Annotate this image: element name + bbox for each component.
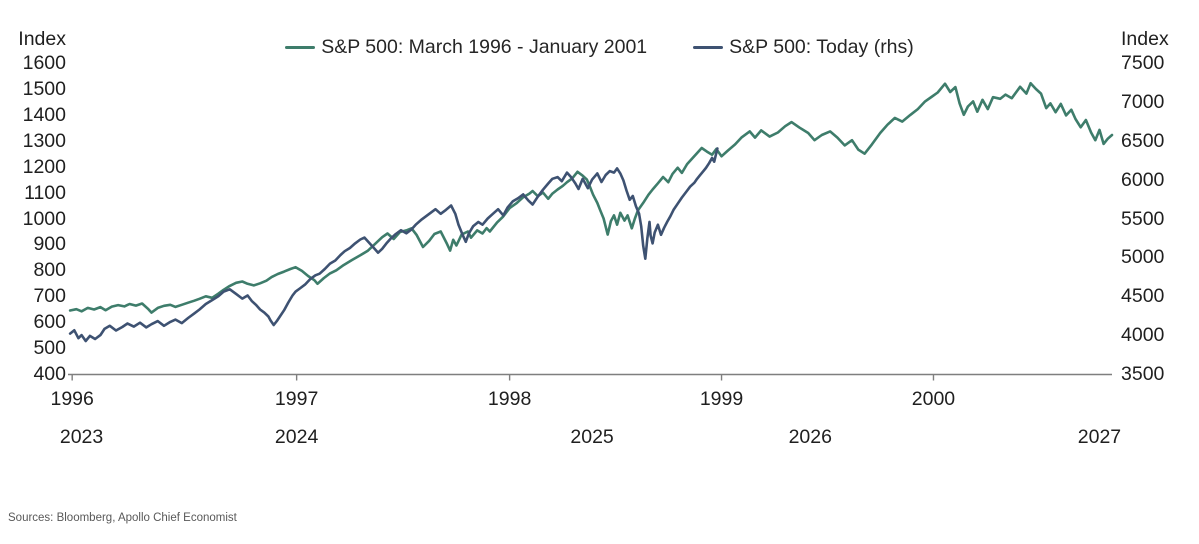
tick-label-1000: 1000 bbox=[22, 207, 66, 230]
legend-item-1996-2001: S&P 500: March 1996 - January 2001 bbox=[285, 36, 647, 59]
tick-label-3500: 3500 bbox=[1121, 363, 1165, 385]
x-label-1999: 1999 bbox=[699, 388, 744, 410]
x-label-2025: 2025 bbox=[570, 426, 614, 448]
tick-label-400: 400 bbox=[33, 363, 66, 385]
tick-label-1400: 1400 bbox=[22, 103, 66, 126]
tick-label-600: 600 bbox=[33, 311, 66, 334]
tick-label-6500: 6500 bbox=[1121, 129, 1165, 152]
x-label-2026: 2026 bbox=[788, 426, 832, 448]
tick-label-7500: 7500 bbox=[1121, 52, 1165, 74]
x-label-2024: 2024 bbox=[274, 426, 319, 448]
series-line-1996-2001 bbox=[68, 81, 1114, 314]
tick-label-4500: 4500 bbox=[1121, 285, 1165, 308]
tick-label-5000: 5000 bbox=[1121, 246, 1165, 269]
left-axis-title: Index bbox=[18, 28, 66, 50]
legend-line-swatch bbox=[693, 45, 724, 50]
tick-label-4000: 4000 bbox=[1121, 324, 1165, 347]
tick-label-500: 500 bbox=[33, 337, 66, 360]
tick-label-6000: 6000 bbox=[1121, 168, 1165, 191]
tick-label-5500: 5500 bbox=[1121, 207, 1165, 230]
series-line-today bbox=[68, 147, 719, 343]
source-note: Sources: Bloomberg, Apollo Chief Economi… bbox=[8, 512, 237, 524]
tick-label-1500: 1500 bbox=[22, 77, 66, 100]
tick-label-1600: 1600 bbox=[22, 52, 66, 74]
x-label-2000: 2000 bbox=[911, 388, 956, 410]
tick-label-1200: 1200 bbox=[22, 155, 66, 178]
tick-label-900: 900 bbox=[33, 233, 66, 256]
legend-label: S&P 500: Today (rhs) bbox=[729, 36, 914, 58]
x-label-1997: 1997 bbox=[274, 388, 319, 410]
tick-label-1300: 1300 bbox=[22, 129, 66, 152]
x-label-2027: 2027 bbox=[1077, 426, 1122, 448]
legend-item-today: S&P 500: Today (rhs) bbox=[693, 36, 914, 59]
tick-label-7000: 7000 bbox=[1121, 90, 1165, 113]
chart-legend: S&P 500: March 1996 - January 2001 S&P 50… bbox=[0, 36, 1199, 59]
tick-label-800: 800 bbox=[33, 259, 66, 282]
legend-line-swatch bbox=[285, 45, 316, 50]
x-label-2023: 2023 bbox=[59, 426, 104, 448]
x-label-1998: 1998 bbox=[487, 388, 532, 410]
x-label-1996: 1996 bbox=[50, 388, 94, 410]
right-axis-title: Index bbox=[1121, 28, 1169, 50]
legend-label: S&P 500: March 1996 - January 2001 bbox=[321, 36, 648, 58]
tick-label-1100: 1100 bbox=[24, 181, 66, 204]
tick-label-700: 700 bbox=[33, 285, 66, 308]
